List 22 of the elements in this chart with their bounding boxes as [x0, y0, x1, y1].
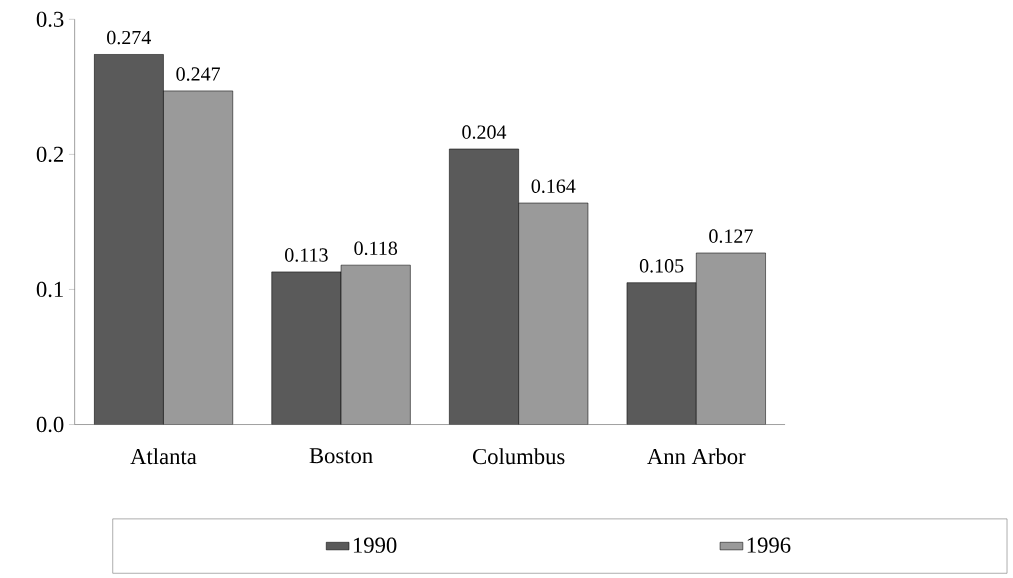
legend-label: 1990 [353, 537, 397, 553]
bar [340, 264, 411, 425]
x-tick-label: Boston [309, 448, 373, 464]
y-tick-label: 0.1 [36, 281, 63, 297]
bar [696, 252, 766, 425]
x-tick-label: Columbus [473, 448, 565, 464]
data-label: 0.164 [531, 179, 576, 193]
x-tick-label: Ann Arbor [647, 448, 746, 464]
bar [163, 90, 234, 425]
y-tick-label: 0.3 [36, 11, 64, 27]
y-tick-label: 0.2 [36, 146, 63, 162]
data-label: 0.118 [354, 241, 398, 255]
x-tick-label: Atlanta [130, 448, 197, 464]
legend-label: 1996 [747, 537, 791, 553]
data-label: 0.105 [639, 258, 684, 273]
data-label: 0.204 [462, 125, 507, 139]
bar [518, 202, 589, 425]
data-label: 0.274 [107, 30, 151, 45]
data-label: 0.113 [285, 248, 328, 262]
data-label: 0.247 [176, 67, 221, 81]
y-tick-label: 0.0 [36, 416, 64, 432]
data-label: 0.127 [709, 229, 753, 243]
